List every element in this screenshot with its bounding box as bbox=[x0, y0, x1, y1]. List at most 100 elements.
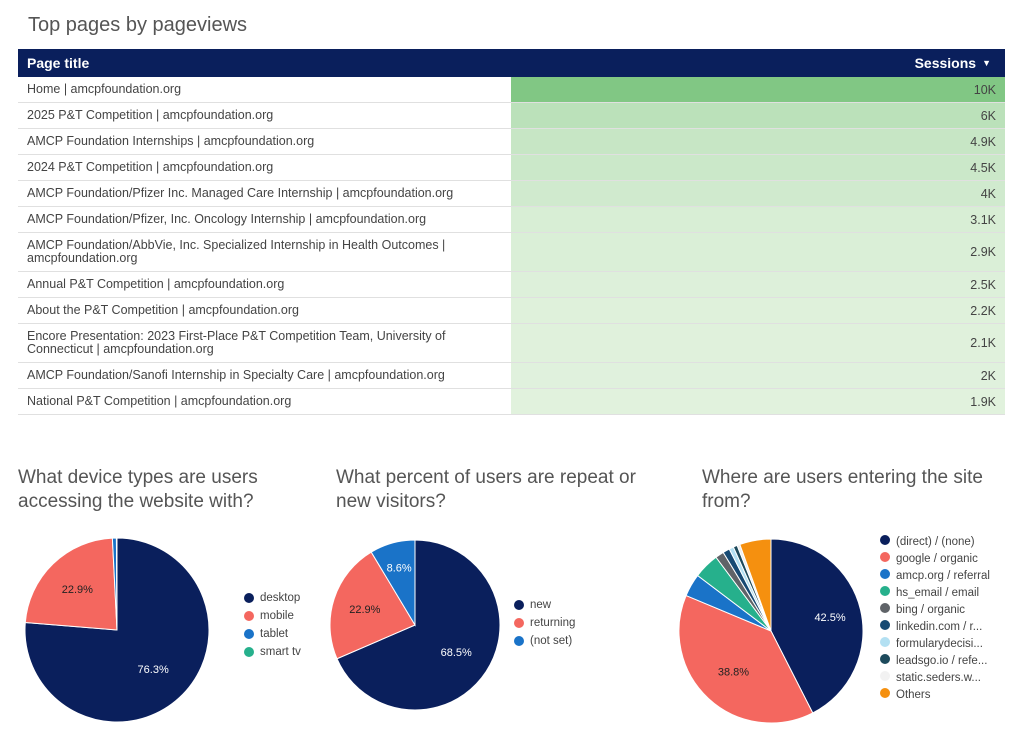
entry-sources-title: Where are users entering the site from? bbox=[702, 467, 983, 512]
sessions-value: 6K bbox=[980, 108, 996, 123]
pie-slice-google-organic[interactable] bbox=[678, 594, 814, 724]
sessions-heat-cell bbox=[511, 363, 1005, 388]
pie-data-label: 22.9% bbox=[349, 604, 380, 616]
sessions-cell: 2.9K bbox=[511, 233, 1005, 271]
table-row[interactable]: Encore Presentation: 2023 First-Place P&… bbox=[18, 324, 1005, 363]
pie-slice-mobile[interactable] bbox=[24, 537, 118, 631]
sessions-cell: 4K bbox=[511, 181, 1005, 206]
legend-label: formularydecisi... bbox=[896, 638, 983, 650]
repeat-new-legend: new returning (not set) bbox=[514, 596, 575, 650]
pie-slice-returning[interactable] bbox=[329, 551, 416, 660]
sessions-cell: 1.9K bbox=[511, 389, 1005, 414]
legend-item[interactable]: static.seders.w... bbox=[880, 671, 990, 688]
sessions-value: 2.2K bbox=[970, 303, 996, 318]
legend-item[interactable]: google / organic bbox=[880, 552, 990, 569]
sessions-cell: 2.1K bbox=[511, 324, 1005, 362]
sessions-heat-cell bbox=[511, 181, 1005, 206]
top-pages-table: Page title Sessions ▼ Home | amcpfoundat… bbox=[18, 49, 1005, 446]
page-title-cell: Annual P&T Competition | amcpfoundation.… bbox=[27, 277, 285, 291]
table-row[interactable]: AMCP Foundation Internships | amcpfounda… bbox=[18, 129, 1005, 155]
legend-label: mobile bbox=[260, 610, 294, 622]
legend-swatch bbox=[514, 636, 524, 646]
sessions-cell: 10K bbox=[511, 77, 1005, 102]
sort-descending-icon[interactable]: ▼ bbox=[982, 58, 991, 68]
legend-swatch bbox=[514, 618, 524, 628]
legend-item[interactable]: linkedin.com / r... bbox=[880, 620, 990, 637]
table-row[interactable]: AMCP Foundation/Pfizer Inc. Managed Care… bbox=[18, 181, 1005, 207]
legend-swatch bbox=[514, 600, 524, 610]
sessions-cell: 2.2K bbox=[511, 298, 1005, 323]
legend-item[interactable]: leadsgo.io / refe... bbox=[880, 654, 990, 671]
pie-slice--direct-none-[interactable] bbox=[770, 538, 864, 714]
legend-swatch bbox=[244, 593, 254, 603]
legend-swatch bbox=[880, 603, 890, 613]
sessions-value: 3.1K bbox=[970, 212, 996, 227]
sessions-value: 4K bbox=[980, 186, 996, 201]
table-row[interactable]: Home | amcpfoundation.org 10K bbox=[18, 77, 1005, 103]
legend-swatch bbox=[244, 629, 254, 639]
sessions-value: 1.9K bbox=[970, 394, 996, 409]
legend-swatch bbox=[880, 535, 890, 545]
legend-label: smart tv bbox=[260, 646, 301, 658]
legend-label: linkedin.com / r... bbox=[896, 621, 983, 633]
legend-item[interactable]: new bbox=[514, 596, 575, 614]
legend-label: static.seders.w... bbox=[896, 672, 982, 684]
table-row[interactable]: AMCP Foundation/AbbVie, Inc. Specialized… bbox=[18, 233, 1005, 272]
pie-slice-smart-tv[interactable] bbox=[115, 537, 118, 631]
pie-slice-others[interactable] bbox=[739, 538, 772, 632]
table-row[interactable]: 2025 P&T Competition | amcpfoundation.or… bbox=[18, 103, 1005, 129]
sessions-heat-cell bbox=[511, 77, 1005, 102]
page-title-cell: 2025 P&T Competition | amcpfoundation.or… bbox=[27, 108, 274, 122]
sessions-heat-cell bbox=[511, 389, 1005, 414]
legend-label: Others bbox=[896, 689, 931, 701]
pie-data-label: 38.8% bbox=[718, 666, 749, 678]
sessions-heat-cell bbox=[511, 233, 1005, 271]
legend-item[interactable]: bing / organic bbox=[880, 603, 990, 620]
legend-item[interactable]: tablet bbox=[244, 625, 301, 643]
sessions-value: 2.9K bbox=[970, 245, 996, 259]
legend-item[interactable]: returning bbox=[514, 614, 575, 632]
legend-label: google / organic bbox=[896, 553, 978, 565]
legend-item[interactable]: smart tv bbox=[244, 643, 301, 661]
table-row[interactable]: 2024 P&T Competition | amcpfoundation.or… bbox=[18, 155, 1005, 181]
legend-label: (not set) bbox=[530, 635, 573, 647]
sessions-value: 2.1K bbox=[970, 336, 996, 350]
legend-swatch bbox=[880, 552, 890, 562]
sessions-heat-cell bbox=[511, 324, 1005, 362]
legend-item[interactable]: hs_email / email bbox=[880, 586, 990, 603]
sessions-value: 2K bbox=[980, 368, 996, 383]
repeat-new-pie-chart: 68.5% 22.9% 8.6% bbox=[329, 539, 501, 711]
table-header: Page title Sessions ▼ bbox=[18, 49, 1005, 77]
legend-label: hs_email / email bbox=[896, 587, 980, 599]
pie-data-label: 8.6% bbox=[387, 563, 412, 575]
sessions-cell: 2K bbox=[511, 363, 1005, 388]
sessions-value: 4.5K bbox=[970, 160, 996, 175]
legend-item[interactable]: formularydecisi... bbox=[880, 637, 990, 654]
table-row[interactable]: Annual P&T Competition | amcpfoundation.… bbox=[18, 272, 1005, 298]
page-title-cell: National P&T Competition | amcpfoundatio… bbox=[27, 394, 292, 408]
pie-data-label: 76.3% bbox=[138, 664, 169, 676]
pie-slice-new[interactable] bbox=[336, 539, 501, 711]
legend-item[interactable]: mobile bbox=[244, 607, 301, 625]
column-header-page-title[interactable]: Page title bbox=[27, 55, 90, 71]
legend-item[interactable]: (not set) bbox=[514, 632, 575, 650]
legend-swatch bbox=[880, 586, 890, 596]
legend-item[interactable]: Others bbox=[880, 688, 990, 705]
table-body: Home | amcpfoundation.org 10K 2025 P&T Com… bbox=[18, 77, 1005, 415]
table-row[interactable]: AMCP Foundation/Sanofi Internship in Spe… bbox=[18, 363, 1005, 389]
pie-data-label: 68.5% bbox=[441, 647, 472, 659]
legend-swatch bbox=[880, 620, 890, 630]
table-row[interactable]: AMCP Foundation/Pfizer, Inc. Oncology In… bbox=[18, 207, 1005, 233]
pie-slice--not-set-[interactable] bbox=[370, 539, 416, 627]
legend-item[interactable]: desktop bbox=[244, 589, 301, 607]
pie-slice-desktop[interactable] bbox=[24, 537, 210, 723]
legend-item[interactable]: amcp.org / referral bbox=[880, 569, 990, 586]
repeat-new-title: What percent of users are repeat or new … bbox=[336, 467, 636, 512]
table-row[interactable]: About the P&T Competition | amcpfoundati… bbox=[18, 298, 1005, 324]
legend-item[interactable]: (direct) / (none) bbox=[880, 535, 990, 552]
column-header-sessions[interactable]: Sessions ▼ bbox=[520, 55, 1005, 71]
table-row[interactable]: National P&T Competition | amcpfoundatio… bbox=[18, 389, 1005, 415]
legend-label: returning bbox=[530, 617, 576, 629]
entry-sources-legend: (direct) / (none) google / organic amcp.or… bbox=[880, 535, 990, 705]
page-title-cell: AMCP Foundation/AbbVie, Inc. Specialized… bbox=[27, 238, 446, 265]
